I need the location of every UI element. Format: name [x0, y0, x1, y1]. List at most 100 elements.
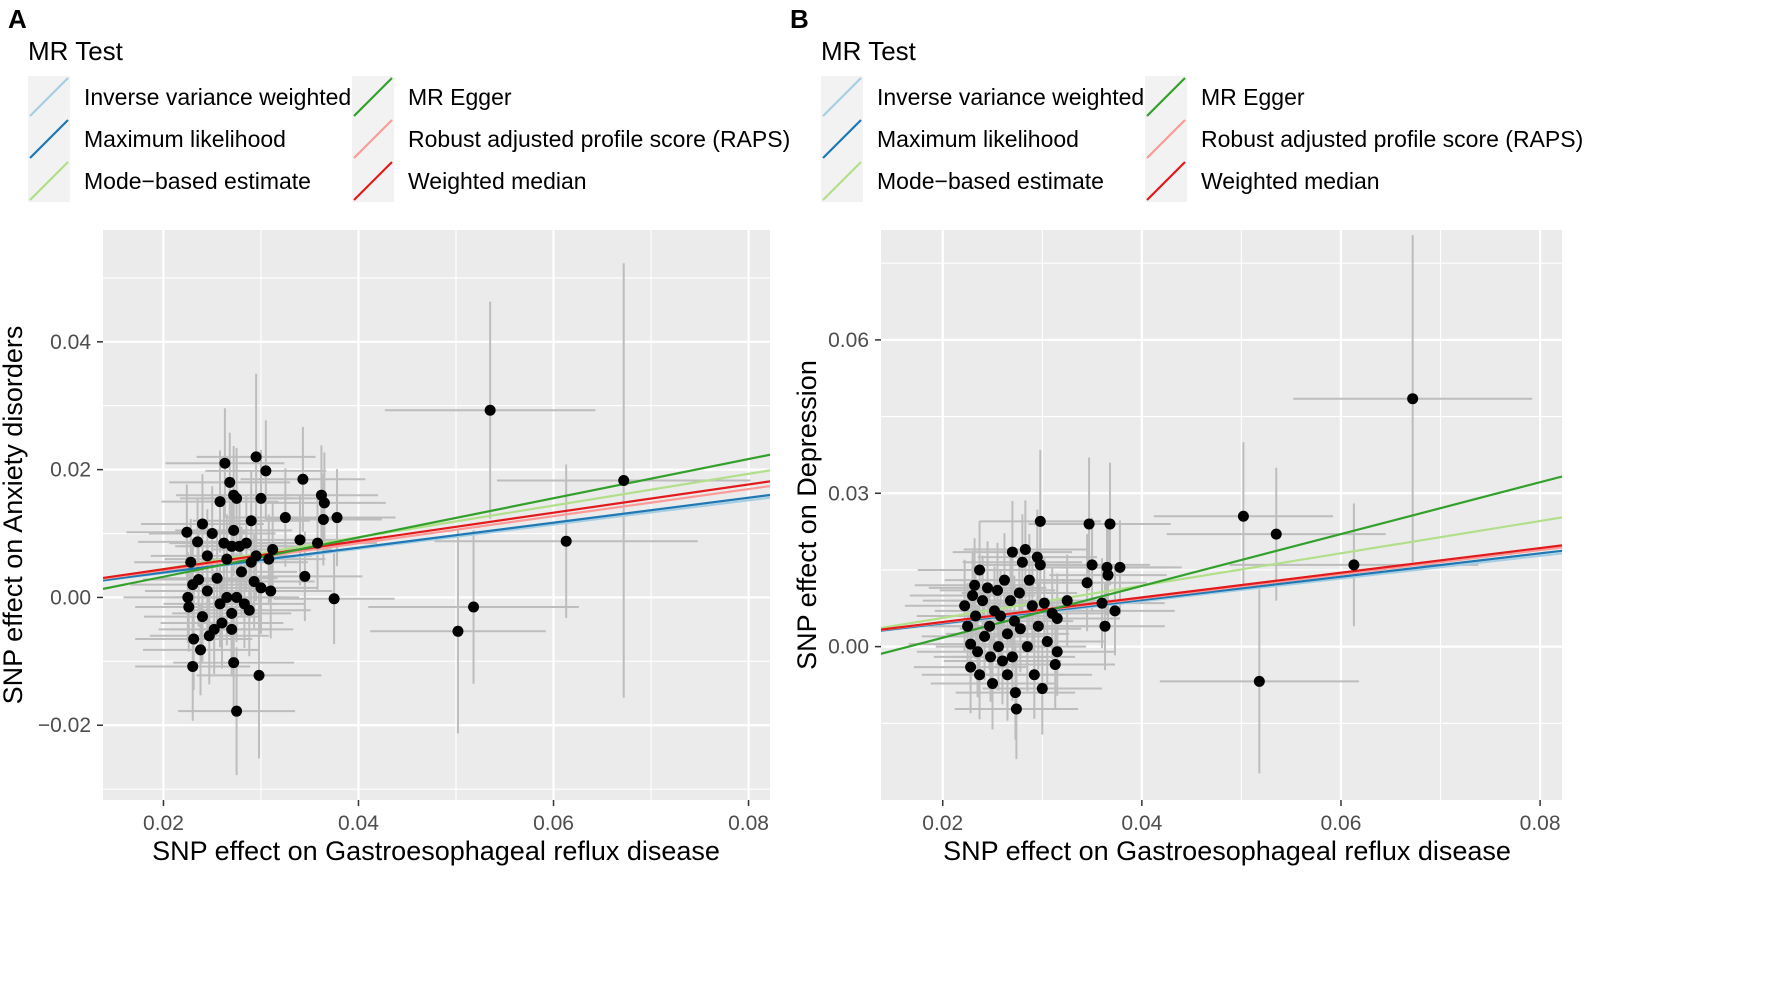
plot-area-a: [103, 230, 770, 800]
data-point: [260, 465, 272, 477]
fit-line-mode-based-estimate: [103, 469, 770, 580]
data-point: [181, 526, 193, 538]
data-point: [982, 582, 994, 594]
data-point: [974, 564, 986, 576]
x-tick-label: 0.02: [922, 812, 963, 835]
data-point: [1006, 546, 1018, 558]
legend-label-a-3: MR Egger: [408, 84, 512, 110]
data-point: [214, 496, 226, 508]
data-point: [255, 492, 267, 504]
data-point: [231, 591, 243, 603]
data-point: [1028, 669, 1040, 681]
legend-key-line: [1146, 119, 1186, 159]
legend-label-a-2: Mode−based estimate: [84, 168, 311, 194]
data-point: [1114, 561, 1126, 573]
data-point: [221, 591, 233, 603]
data-point: [193, 574, 205, 586]
data-point: [1010, 703, 1022, 715]
data-point: [970, 610, 982, 622]
legend-key-a-2: [28, 160, 70, 202]
data-point: [201, 550, 213, 562]
data-point: [1026, 600, 1038, 612]
legend-key-line: [822, 119, 862, 159]
panel-b: B MR Test Inverse variance weighted Maxim…: [790, 4, 1583, 866]
data-point: [250, 550, 262, 562]
data-point: [962, 620, 974, 632]
x-tick-label: 0.08: [1520, 812, 1561, 835]
x-tick-label: 0.04: [338, 812, 379, 835]
data-point: [185, 556, 197, 568]
legend-key-a-4: [352, 118, 394, 160]
data-point: [240, 537, 252, 549]
legend-key-line: [1146, 161, 1186, 201]
data-point: [1001, 628, 1013, 640]
y-tick-label: 0.03: [828, 482, 869, 505]
legend-b: MR Test Inverse variance weighted Maximum…: [821, 36, 1583, 202]
data-point: [1008, 615, 1020, 627]
data-point: [192, 536, 204, 548]
data-point: [294, 534, 306, 546]
legend-label-a-1: Maximum likelihood: [84, 126, 286, 152]
data-point: [452, 625, 464, 637]
data-point: [226, 607, 238, 619]
fit-line-robust-adjusted-profile-score-raps: [103, 484, 770, 580]
x-tick-label: 0.06: [1321, 812, 1362, 835]
legend-key-line: [353, 77, 393, 117]
x-tick-label: 0.08: [728, 812, 769, 835]
legend-a-title: MR Test: [28, 36, 124, 66]
data-point: [1038, 597, 1050, 609]
data-point: [1016, 556, 1028, 568]
data-point: [195, 644, 207, 656]
data-point: [317, 513, 329, 525]
data-point: [998, 574, 1010, 586]
legend-key-line: [29, 119, 69, 159]
data-point: [967, 590, 979, 602]
legend-label-b-1: Maximum likelihood: [877, 126, 1079, 152]
data-point: [1348, 559, 1360, 571]
data-point: [1023, 574, 1035, 586]
y-axis-title-a: SNP effect on Anxiety disorders: [0, 326, 28, 705]
data-point: [1032, 620, 1044, 632]
data-point: [279, 512, 291, 524]
data-point: [224, 476, 236, 488]
legend-key-b-2: [821, 160, 863, 202]
data-point: [969, 579, 981, 591]
data-point: [318, 497, 330, 509]
data-point: [1102, 569, 1114, 581]
data-point: [977, 595, 989, 607]
data-point: [484, 404, 496, 416]
data-point: [1019, 544, 1031, 556]
data-point: [231, 705, 243, 717]
data-point: [1086, 559, 1098, 571]
data-point: [1049, 659, 1061, 671]
y-tick-label: 0.00: [50, 586, 91, 609]
legend-label-b-2: Mode−based estimate: [877, 168, 1104, 194]
data-point: [959, 600, 971, 612]
legend-key-line: [822, 161, 862, 201]
y-tick-label: 0.02: [50, 459, 91, 482]
data-point: [1001, 669, 1013, 681]
legend-label-b-5: Weighted median: [1201, 168, 1380, 194]
legend-label-b-3: MR Egger: [1201, 84, 1305, 110]
data-point: [1253, 675, 1265, 687]
legend-key-a-5: [352, 160, 394, 202]
data-point: [297, 473, 309, 485]
data-point: [984, 620, 996, 632]
data-point: [1099, 620, 1111, 632]
legend-key-b-3: [1145, 76, 1187, 118]
data-point: [253, 669, 265, 681]
fit-line-mr-egger: [103, 453, 770, 590]
legend-key-b-4: [1145, 118, 1187, 160]
data-point: [1006, 651, 1018, 663]
data-point: [216, 617, 228, 629]
data-point: [235, 566, 247, 578]
y-tick-label: 0.04: [50, 331, 91, 354]
data-point: [226, 623, 238, 635]
data-point: [996, 655, 1008, 667]
legend-a: MR Test Inverse variance weighted Maximum…: [28, 36, 790, 202]
legend-label-b-4: Robust adjusted profile score (RAPS): [1201, 126, 1583, 152]
data-point: [1407, 393, 1419, 405]
legend-key-line: [1146, 77, 1186, 117]
legend-key-line: [29, 77, 69, 117]
